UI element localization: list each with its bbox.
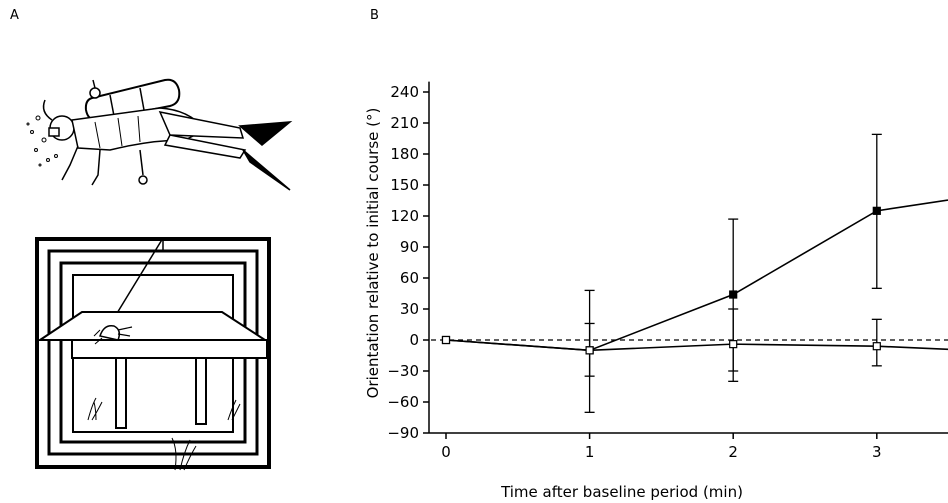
- diver-drawing: [26, 78, 293, 191]
- y-tick-label: 90: [400, 238, 419, 256]
- panel-a-label: A: [10, 8, 19, 23]
- data-point: [441, 335, 451, 345]
- y-axis-label: Orientation relative to initial course (…: [364, 108, 382, 399]
- y-tick-label: 210: [390, 114, 419, 132]
- test-arena-drawing: [35, 237, 271, 471]
- y-tick-label: 150: [390, 176, 419, 194]
- data-point: [872, 342, 881, 351]
- x-axis-label: Time after baseline period (min): [500, 483, 743, 501]
- y-tick-label: 240: [390, 83, 419, 101]
- series-controls: Controls: [441, 308, 948, 382]
- y-tick-label: −90: [387, 424, 419, 442]
- series-line: [445, 199, 948, 352]
- chart-axes: −90−60−300306090120150180210240012345: [387, 81, 948, 461]
- data-point: [729, 340, 738, 349]
- y-tick-label: 30: [400, 300, 419, 318]
- x-tick-label: 0: [441, 443, 451, 461]
- x-tick-label: 1: [585, 443, 595, 461]
- x-tick-label: 3: [872, 443, 882, 461]
- series-layer: Rev. horizontalControls: [441, 133, 948, 413]
- x-tick-label: 2: [728, 443, 738, 461]
- data-point: [585, 346, 594, 355]
- y-tick-label: 0: [409, 331, 419, 349]
- y-tick-label: −30: [387, 362, 419, 380]
- y-tick-label: 120: [390, 207, 419, 225]
- data-point: [729, 290, 738, 299]
- panel-b-label: B: [370, 8, 379, 23]
- data-point: [872, 206, 881, 215]
- y-tick-label: −60: [387, 393, 419, 411]
- diver-arena-illustration: [26, 78, 293, 471]
- series-line: [445, 339, 948, 352]
- y-tick-label: 180: [390, 145, 419, 163]
- y-tick-label: 60: [400, 269, 419, 287]
- series-rev-horizontal: Rev. horizontal: [441, 133, 948, 413]
